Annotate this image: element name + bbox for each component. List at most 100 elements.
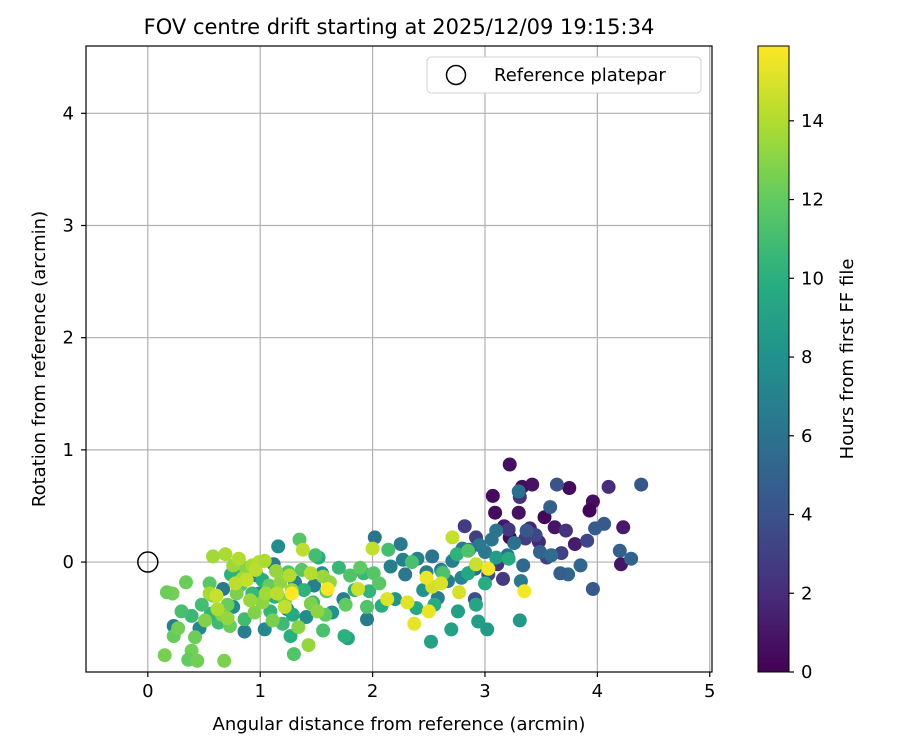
data-point — [198, 613, 213, 628]
data-point — [457, 519, 472, 534]
colorbar-tick-label: 4 — [801, 505, 812, 526]
data-point — [331, 560, 346, 575]
data-point — [194, 597, 209, 612]
x-tick-label: 0 — [142, 681, 153, 702]
data-point — [220, 611, 235, 626]
data-point — [580, 533, 595, 548]
data-point — [567, 537, 582, 552]
data-point — [338, 597, 353, 612]
data-point — [283, 629, 298, 644]
data-point — [511, 484, 526, 499]
data-point — [517, 584, 532, 599]
data-point — [237, 624, 252, 639]
data-point — [229, 586, 244, 601]
data-point — [634, 477, 649, 492]
data-point — [316, 623, 331, 638]
data-point — [218, 547, 233, 562]
data-point — [489, 550, 504, 565]
data-point — [404, 555, 419, 570]
data-point — [171, 621, 186, 636]
data-point — [159, 585, 174, 600]
data-point — [337, 629, 352, 644]
data-point — [202, 576, 217, 591]
data-point — [461, 566, 476, 581]
data-point — [480, 622, 495, 637]
data-point — [365, 541, 380, 556]
data-point — [383, 559, 398, 574]
data-point — [489, 523, 504, 538]
data-point — [419, 570, 434, 585]
data-point — [188, 630, 202, 645]
data-point — [496, 571, 510, 586]
data-point — [562, 481, 577, 495]
data-point — [299, 610, 314, 624]
data-point — [612, 543, 627, 558]
data-point — [209, 588, 224, 603]
data-point — [179, 575, 193, 590]
colorbar-tick-label: 2 — [801, 583, 812, 604]
data-point — [320, 582, 335, 596]
data-point — [616, 520, 631, 535]
colorbar-tick-label: 0 — [801, 662, 812, 683]
data-point — [297, 583, 311, 598]
data-point — [425, 549, 440, 564]
chart-title: FOV centre drift starting at 2025/12/09 … — [144, 15, 655, 39]
data-point — [239, 573, 254, 587]
colorbar-tick-label: 10 — [801, 268, 824, 289]
data-point — [295, 542, 310, 557]
data-point — [400, 595, 415, 610]
data-point — [511, 505, 526, 520]
colorbar-ticks: 0 2 4 6 8 10 12 14 — [789, 111, 824, 683]
data-point — [237, 612, 252, 627]
y-axis-ticks: 0 1 2 3 4 — [63, 103, 86, 573]
data-point — [549, 477, 564, 492]
data-point — [257, 622, 272, 637]
data-point — [452, 585, 467, 600]
colorbar-tick-label: 6 — [801, 426, 812, 447]
data-point — [308, 548, 323, 563]
data-point — [301, 638, 316, 653]
data-point — [624, 551, 639, 566]
data-point — [270, 586, 285, 601]
legend-frame — [426, 56, 702, 94]
data-point — [573, 558, 588, 573]
data-point — [501, 522, 516, 537]
data-point — [543, 500, 558, 515]
data-point — [547, 520, 562, 535]
x-axis-label: Angular distance from reference (arcmin) — [213, 714, 586, 735]
data-point — [398, 567, 413, 582]
data-point — [519, 523, 534, 538]
data-point — [444, 622, 459, 637]
data-point — [367, 530, 382, 545]
legend-label: Reference platepar — [494, 65, 666, 86]
plot-frame — [85, 45, 713, 673]
data-point — [501, 551, 516, 566]
data-point — [471, 614, 486, 629]
data-point — [380, 592, 395, 607]
data-point — [445, 530, 460, 545]
reference-point-marker — [137, 551, 159, 573]
data-point — [512, 613, 527, 628]
data-point — [585, 582, 600, 596]
colorbar-tick-label: 12 — [801, 190, 824, 211]
data-point — [271, 539, 286, 554]
y-axis-label: Rotation from reference (arcmin) — [29, 211, 50, 507]
data-point — [228, 576, 243, 591]
data-point — [286, 647, 301, 662]
colorbar-gradient — [757, 45, 790, 673]
y-tick-label: 0 — [63, 552, 74, 573]
data-point — [210, 602, 225, 617]
data-point — [478, 576, 492, 591]
colorbar-tick-label: 8 — [801, 347, 812, 368]
x-tick-label: 1 — [254, 681, 265, 702]
data-point — [265, 613, 280, 628]
y-tick-label: 1 — [63, 440, 74, 461]
data-point — [217, 653, 232, 668]
data-point — [502, 457, 517, 472]
legend-marker-icon — [445, 64, 467, 86]
x-tick-label: 2 — [367, 681, 378, 702]
data-point — [282, 568, 297, 583]
legend: Reference platepar — [426, 56, 702, 94]
data-point — [243, 593, 258, 608]
data-point — [544, 548, 559, 563]
